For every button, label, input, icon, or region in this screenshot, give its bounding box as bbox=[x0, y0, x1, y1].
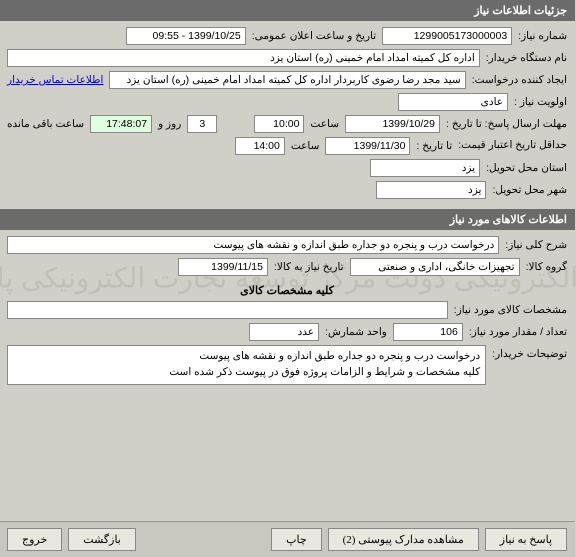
min-validity-sub: تا تاریخ : bbox=[417, 140, 453, 152]
section2-body: شرح کلی نیاز: درخواست درب و پنجره دو جدا… bbox=[0, 230, 576, 395]
unit-field: عدد bbox=[250, 323, 320, 341]
delivery-city-label: شهر محل تحویل: bbox=[493, 184, 568, 196]
buyer-notes-line1: درخواست درب و پنجره دو جداره طبق اندازه … bbox=[14, 349, 481, 365]
delivery-province-label: استان محل تحویل: bbox=[487, 162, 568, 174]
section2-header: اطلاعات کالاهای مورد نیاز bbox=[0, 209, 576, 230]
attachments-button[interactable]: مشاهده مدارک پیوستی (2) bbox=[329, 528, 480, 551]
min-validity-time-field: 14:00 bbox=[236, 137, 286, 155]
general-desc-field: درخواست درب و پنجره دو جداره طبق اندازه … bbox=[8, 236, 500, 254]
remain-suffix: ساعت باقی مانده bbox=[8, 118, 85, 130]
all-specs-heading: کلیه مشخصات کالای bbox=[8, 280, 568, 301]
buyer-notes-line2: کلیه مشخصات و شرایط و الزامات پروژه فوق … bbox=[14, 365, 481, 381]
priority-label: اولویت نیاز : bbox=[515, 96, 568, 108]
section1-header: جزئیات اطلاعات نیاز bbox=[0, 0, 576, 21]
announce-field: 1399/10/25 - 09:55 bbox=[127, 27, 247, 45]
general-desc-label: شرح کلی نیاز: bbox=[506, 239, 568, 251]
buyer-notes-label: توضیحات خریدار: bbox=[493, 345, 568, 360]
exit-button[interactable]: خروج bbox=[8, 528, 63, 551]
respond-button[interactable]: پاسخ به نیاز bbox=[486, 528, 568, 551]
specs-field bbox=[8, 301, 449, 319]
remain-time-field: 17:48:07 bbox=[91, 115, 153, 133]
deadline-date-field: 1399/10/29 bbox=[346, 115, 441, 133]
saat-label-1: ساعت bbox=[311, 118, 340, 130]
contact-link[interactable]: اطلاعات تماس خریدار bbox=[8, 74, 104, 86]
delivery-province-field: یزد bbox=[371, 159, 481, 177]
toolbar: پاسخ به نیاز مشاهده مدارک پیوستی (2) چاپ… bbox=[0, 521, 576, 557]
min-validity-label: حداقل تاریخ اعتبار قیمت: bbox=[459, 139, 568, 153]
specs-label: مشخصات کالای مورد نیاز: bbox=[455, 304, 568, 316]
need-number-field: 1299005173000003 bbox=[383, 27, 513, 45]
rooz-label: روز و bbox=[159, 118, 182, 130]
need-by-field: 1399/11/15 bbox=[179, 258, 269, 276]
priority-field: عادی bbox=[399, 93, 509, 111]
creator-field: سید مجد رضا رضوی کاربردار اداره کل کمیته… bbox=[110, 71, 466, 89]
unit-label: واحد شمارش: bbox=[326, 326, 388, 338]
section1-body: شماره نیاز: 1299005173000003 تاریخ و ساع… bbox=[0, 21, 576, 209]
announce-label: تاریخ و ساعت اعلان عمومی: bbox=[253, 30, 377, 42]
buyer-org-label: نام دستگاه خریدار: bbox=[487, 52, 568, 64]
qty-field: 106 bbox=[394, 323, 464, 341]
back-button[interactable]: بازگشت bbox=[69, 528, 137, 551]
need-by-label: تاریخ نیاز به کالا: bbox=[275, 261, 345, 273]
creator-label: ایجاد کننده درخواست: bbox=[473, 74, 568, 86]
buyer-notes-field: درخواست درب و پنجره دو جداره طبق اندازه … bbox=[8, 345, 487, 385]
remain-days-field: 3 bbox=[188, 115, 218, 133]
need-number-label: شماره نیاز: bbox=[519, 30, 568, 42]
buyer-org-field: اداره کل کمیته امداد امام خمینی (ره) است… bbox=[8, 49, 481, 67]
qty-label: تعداد / مقدار مورد نیاز: bbox=[470, 326, 568, 338]
group-label: گروه کالا: bbox=[527, 261, 568, 273]
print-button[interactable]: چاپ bbox=[272, 528, 323, 551]
group-field: تجهیزات خانگی، اداری و صنعتی bbox=[351, 258, 521, 276]
min-validity-date-field: 1399/11/30 bbox=[326, 137, 411, 155]
delivery-city-field: یزد bbox=[377, 181, 487, 199]
deadline-time-field: 10:00 bbox=[255, 115, 305, 133]
saat-label-2: ساعت bbox=[292, 140, 321, 152]
deadline-label: مهلت ارسال پاسخ: تا تاریخ : bbox=[447, 118, 568, 130]
